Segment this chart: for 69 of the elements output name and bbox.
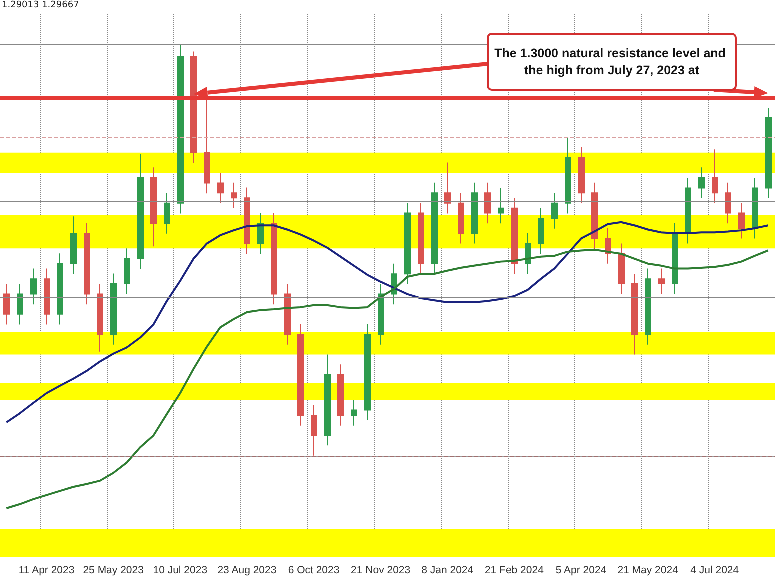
annotation: The 1.3000 natural resistance level and the high from July 27, 2023 at <box>494 46 730 78</box>
candlestick <box>525 232 531 275</box>
candlestick <box>458 192 464 244</box>
candlestick <box>725 182 731 224</box>
x-tick-label: 6 Oct 2023 <box>288 564 340 576</box>
candlestick <box>271 212 277 306</box>
x-tick-label: 21 Feb 2024 <box>484 564 544 576</box>
candlestick <box>418 202 424 275</box>
x-tick-label: 11 Apr 2023 <box>18 564 75 576</box>
candlestick <box>164 192 170 234</box>
candlestick <box>351 399 357 426</box>
x-tick-label: 21 May 2024 <box>618 564 679 576</box>
candlestick <box>311 404 317 456</box>
candlestick <box>124 248 130 295</box>
candlestick <box>150 167 157 248</box>
candlestick <box>44 268 50 326</box>
candlestick <box>658 268 665 295</box>
candlestick <box>484 182 491 224</box>
candlestick <box>70 216 77 275</box>
candlestick <box>712 149 718 204</box>
x-tick-label: 8 Jan 2024 <box>422 564 474 576</box>
candlestick <box>565 137 571 214</box>
candlestick <box>244 187 250 254</box>
x-tick-label: 10 Jul 2023 <box>153 564 208 576</box>
candlestick <box>3 284 10 326</box>
candlestick <box>765 108 772 199</box>
candlestick <box>538 208 544 254</box>
candlestick <box>257 212 264 254</box>
candlestick <box>110 273 117 346</box>
x-tick-label: 4 Jul 2024 <box>690 564 740 576</box>
candlestick <box>698 167 705 199</box>
candlestick <box>57 253 63 326</box>
candlestick <box>551 192 558 230</box>
candlestick <box>631 274 638 356</box>
candlestick <box>645 268 651 346</box>
candlestick <box>511 198 518 275</box>
candlestick <box>431 182 438 275</box>
candlestick <box>137 154 144 270</box>
candlestick <box>591 182 598 250</box>
candlestick <box>84 222 90 306</box>
candlestick <box>177 44 184 214</box>
candlestick <box>204 100 210 194</box>
candlestick <box>30 268 37 306</box>
candlestick <box>378 284 384 346</box>
x-tick-label: 23 Aug 2023 <box>218 564 277 576</box>
x-tick-label: 5 Apr 2024 <box>556 564 607 576</box>
candlestick <box>404 202 411 285</box>
candlestick <box>217 172 224 204</box>
candlestick <box>672 222 678 295</box>
candlestick <box>752 177 758 240</box>
candlestick <box>231 182 237 209</box>
candlestick <box>324 354 331 446</box>
candlestick <box>284 284 291 346</box>
candlestick <box>618 243 625 295</box>
candlestick <box>471 182 478 244</box>
candlestick <box>364 324 371 422</box>
candlestick <box>498 188 504 224</box>
candlestick <box>297 324 304 426</box>
candlestick <box>190 51 197 164</box>
x-tick-label: 21 Nov 2023 <box>351 564 411 576</box>
candlestick <box>337 364 344 426</box>
candlestick <box>685 177 691 244</box>
candlestick <box>444 162 451 214</box>
candlestick <box>17 284 23 326</box>
candlestick <box>738 202 745 240</box>
x-tick-label: 25 May 2023 <box>83 564 144 576</box>
text: 1.29013 1.29667 <box>2 0 80 10</box>
candlestick <box>578 147 585 204</box>
candlestick <box>97 284 103 352</box>
